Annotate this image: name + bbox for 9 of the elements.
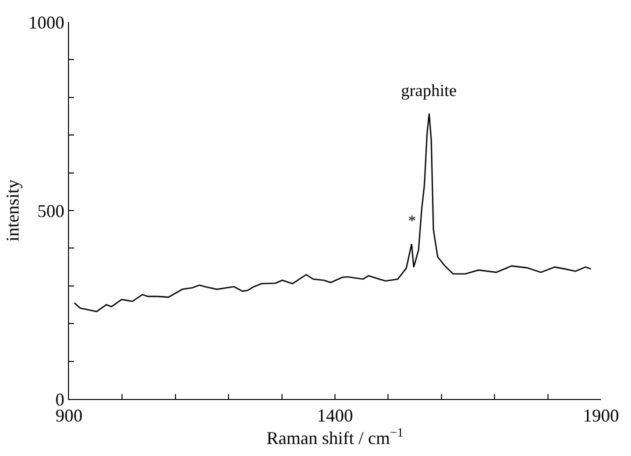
y-tick-label: 1000 <box>28 12 64 32</box>
x-axis-title: Raman shift / cm$^{−1}$ <box>266 426 404 448</box>
y-tick-label: 500 <box>37 200 64 221</box>
y-axis-title: intensity <box>2 180 23 242</box>
x-tick-label: 1900 <box>583 406 619 426</box>
x-tick-label: 1400 <box>317 406 353 426</box>
line-series <box>74 112 592 312</box>
annotation: * <box>408 213 416 230</box>
annotation: graphite <box>401 81 457 100</box>
